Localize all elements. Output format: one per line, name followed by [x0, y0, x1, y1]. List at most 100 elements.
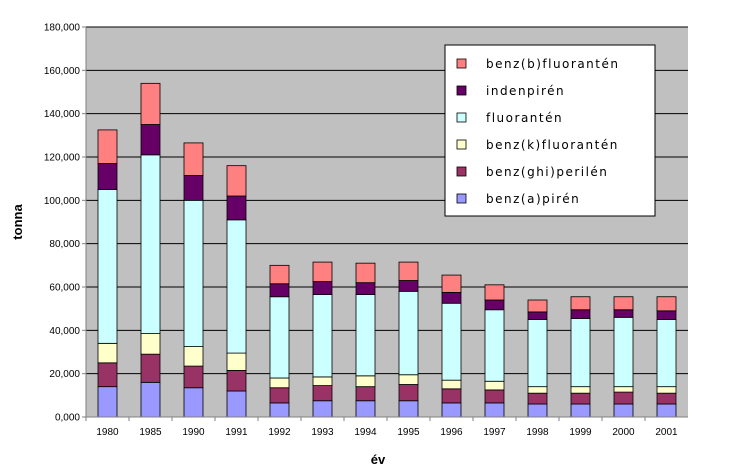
bar-segment	[613, 386, 634, 393]
x-tick-label: 1993	[311, 427, 334, 438]
bar-segment	[527, 386, 548, 394]
bar-segment	[613, 403, 634, 418]
legend-label: fluorantén	[486, 111, 563, 125]
bar-segment	[398, 400, 419, 418]
bar-segment	[527, 392, 548, 405]
bar-segment	[269, 296, 290, 379]
x-tick-label: 1995	[397, 427, 420, 438]
bar-segment	[312, 281, 333, 295]
bar-segment	[398, 374, 419, 385]
bar-segment	[441, 292, 462, 304]
x-tick-label: 1980	[96, 427, 119, 438]
bar-segment	[140, 381, 161, 418]
bar-segment	[656, 403, 677, 418]
bar-segment	[269, 264, 290, 285]
y-tick-label: 100,000	[44, 196, 81, 207]
x-tick-label: 1994	[354, 427, 377, 438]
bar-segment	[269, 402, 290, 418]
legend-swatch	[456, 166, 467, 177]
bar-segment	[355, 400, 376, 418]
bar-segment	[140, 333, 161, 355]
legend: benz(b)fluorantén indenpirén fluorantén ben…	[444, 44, 656, 217]
bar-segment	[183, 387, 204, 418]
legend-label: benz(b)fluorantén	[486, 57, 619, 71]
bar-segment	[140, 154, 161, 334]
bar-segment	[484, 389, 505, 404]
legend-label: benz(k)fluorantén	[486, 138, 619, 152]
bar-segment	[183, 199, 204, 347]
bar-segment	[97, 362, 118, 388]
bar-segment	[312, 376, 333, 386]
y-tick-label: 180,000	[44, 23, 81, 34]
y-tick-label: 60,000	[49, 283, 80, 294]
x-tick-label: 2000	[612, 427, 635, 438]
bar-segment	[140, 353, 161, 383]
x-tick-label: 1992	[268, 427, 291, 438]
bar-segment	[183, 365, 204, 389]
bar-segment	[97, 386, 118, 418]
bar-segment	[441, 379, 462, 390]
x-tick-label: 1997	[483, 427, 506, 438]
bar-segment	[527, 299, 548, 313]
y-tick-labels: 0,000 20,000 40,000 60,000 80,000 100,000 120,…	[44, 23, 86, 424]
legend-swatch	[456, 139, 467, 150]
bar-segment	[355, 294, 376, 377]
y-tick-label: 80,000	[49, 239, 80, 250]
legend-label: benz(ghi)perilén	[486, 165, 608, 179]
bar-segment	[441, 402, 462, 418]
bar-segment	[269, 283, 290, 298]
bar-segment	[570, 403, 591, 418]
y-tick-label: 40,000	[49, 326, 80, 337]
bar-segment	[570, 296, 591, 311]
x-tick-label: 1999	[569, 427, 592, 438]
bar-segment	[656, 319, 677, 388]
bar-segment	[183, 142, 204, 176]
bar-segment	[441, 274, 462, 293]
bar-segment	[570, 386, 591, 394]
bars	[97, 82, 677, 418]
y-tick-label: 160,000	[44, 66, 81, 77]
bar-segment	[656, 310, 677, 320]
legend-label: indenpirén	[486, 84, 565, 98]
bar-segment	[484, 309, 505, 382]
bar-segment	[570, 309, 591, 319]
bar-segment	[226, 219, 247, 354]
bar-segment	[398, 290, 419, 376]
bar-segment	[355, 262, 376, 284]
bar-segment	[613, 316, 634, 388]
y-tick-label: 120,000	[44, 153, 81, 164]
bar-segment	[312, 400, 333, 418]
bar-segment	[570, 392, 591, 405]
bar-segment	[140, 82, 161, 125]
bar-segment	[355, 282, 376, 295]
bar-segment	[226, 195, 247, 221]
legend-swatch	[456, 58, 467, 69]
bar-segment	[527, 403, 548, 418]
x-tick-label: 2001	[655, 427, 678, 438]
bar-segment	[226, 370, 247, 392]
x-tick-label: 1991	[225, 427, 248, 438]
bar-segment	[97, 163, 118, 190]
bar-segment	[140, 124, 161, 156]
x-tick-labels: 1980 1985 1990 1991 1992 1993 1994 1995 1996 1997…	[85, 417, 678, 438]
bar-segment	[484, 299, 505, 311]
bar-segment	[613, 391, 634, 405]
bar-segment	[656, 392, 677, 405]
bar-segment	[441, 302, 462, 381]
y-tick-label: 140,000	[44, 109, 81, 120]
bar-segment	[97, 129, 118, 164]
x-axis-title: év	[371, 452, 386, 467]
bar-segment	[570, 318, 591, 388]
bar-segment	[97, 189, 118, 344]
bar-segment	[527, 311, 548, 320]
bar-segment	[183, 346, 204, 367]
bar-segment	[613, 296, 634, 311]
legend-swatch	[456, 193, 467, 204]
bar-segment	[656, 296, 677, 312]
y-tick-label: 20,000	[49, 369, 80, 380]
bar-segment	[269, 377, 290, 389]
bar-segment	[355, 375, 376, 388]
legend-swatch	[456, 85, 467, 96]
bar-segment	[226, 390, 247, 418]
